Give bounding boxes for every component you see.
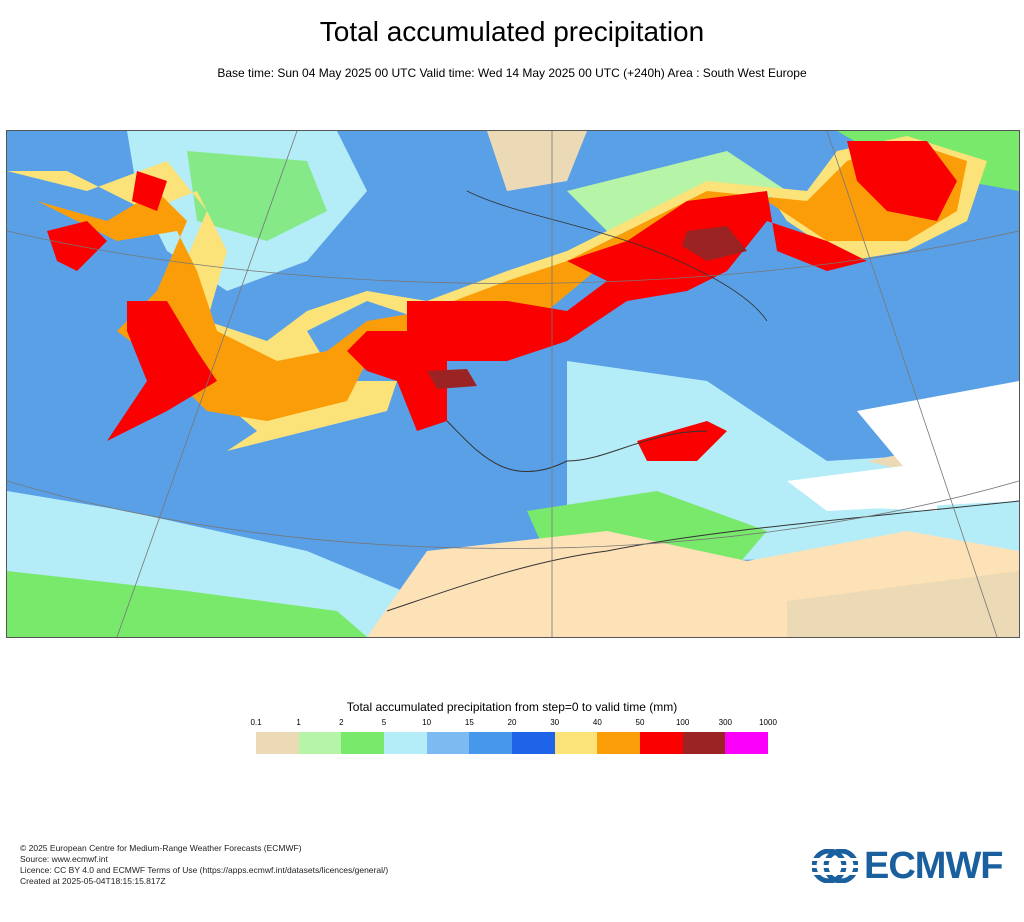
legend-swatch	[341, 732, 385, 754]
footer-copyright: © 2025 European Centre for Medium-Range …	[20, 843, 302, 853]
chart-subtitle: Base time: Sun 04 May 2025 00 UTC Valid …	[217, 66, 807, 80]
land-north-africa	[787, 571, 1019, 637]
coastline	[466, 190, 768, 322]
chart-title: Total accumulated precipitation	[319, 16, 705, 47]
legend-ticks: 0.1 1 2 5 10 15 20 30 40 50 100 300 1000	[250, 718, 776, 730]
coastline	[446, 420, 708, 473]
legend-swatch	[298, 732, 342, 754]
footer-licence: Licence: CC BY 4.0 and ECMWF Terms of Us…	[20, 865, 389, 875]
legend-swatch	[597, 732, 641, 754]
legend-tick-label: 15	[464, 718, 474, 727]
map-canvas	[7, 131, 1019, 637]
legend-tick-label: 10	[422, 718, 432, 727]
graticule-line	[116, 131, 298, 637]
graticule-line	[826, 131, 998, 637]
footer-credits: © 2025 European Centre for Medium-Range …	[20, 843, 388, 887]
legend-swatch	[725, 732, 769, 754]
legend-swatch	[469, 732, 513, 754]
legend-tick-label: 30	[550, 718, 560, 727]
ecmwf-logo: ECMWF	[812, 844, 1012, 887]
precipitation-map	[6, 130, 1020, 638]
legend-tick-label: 1	[296, 718, 301, 727]
legend-title: Total accumulated precipitation from ste…	[346, 700, 678, 714]
legend-swatch	[512, 732, 555, 754]
legend-tick-label: 1000	[759, 718, 777, 727]
green-region	[187, 151, 327, 241]
legend-swatch	[426, 732, 470, 754]
coastline	[386, 500, 1019, 612]
land-north	[487, 131, 587, 191]
legend-swatch	[640, 732, 683, 754]
legend-tick-label: 100	[675, 718, 690, 727]
legend-swatch	[256, 732, 299, 754]
dry-area	[857, 381, 1019, 471]
legend-tick-label: 40	[592, 718, 602, 727]
legend-tick-label: 300	[718, 718, 733, 727]
legend-tick-label: 20	[507, 718, 517, 727]
legend-tick-label: 5	[381, 718, 387, 727]
footer-created: Created at 2025-05-04T18:15:15.817Z	[20, 876, 166, 886]
legend-tick-label: 50	[635, 718, 645, 727]
dark-red-spot	[427, 369, 477, 389]
red-core	[107, 301, 217, 441]
graticule-line	[7, 230, 1019, 284]
legend-colorbar	[256, 732, 769, 754]
legend-tick-label: 0.1	[250, 718, 262, 727]
legend-swatch	[682, 732, 726, 754]
dark-red-spot	[682, 226, 747, 261]
legend-swatch	[384, 732, 427, 754]
dry-area	[817, 481, 937, 511]
legend-tick-label: 2	[339, 718, 344, 727]
red-core	[132, 171, 167, 211]
footer-source: Source: www.ecmwf.int	[20, 854, 108, 864]
ecmwf-logo-icon	[812, 849, 858, 883]
legend-swatch	[554, 732, 598, 754]
green-region	[7, 571, 367, 637]
ecmwf-logo-text: ECMWF	[864, 844, 1004, 887]
red-core	[847, 141, 957, 221]
graticule-line	[7, 480, 1019, 549]
